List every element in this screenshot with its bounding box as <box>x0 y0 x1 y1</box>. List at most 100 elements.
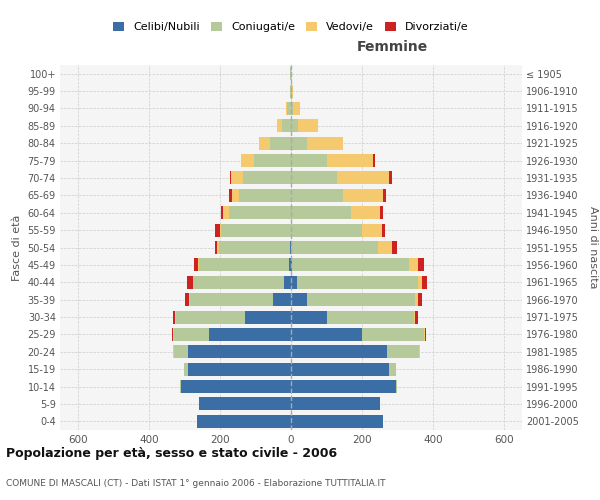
Text: Femmine: Femmine <box>357 40 428 54</box>
Bar <box>291 206 352 220</box>
Bar <box>269 136 291 149</box>
Bar <box>254 154 291 167</box>
Bar <box>199 258 289 272</box>
Bar <box>259 136 269 149</box>
Bar <box>188 362 291 376</box>
Bar <box>291 276 298 289</box>
Bar <box>187 276 193 289</box>
Bar <box>291 102 293 115</box>
Bar <box>409 258 418 272</box>
Bar <box>273 293 291 306</box>
Bar <box>383 189 386 202</box>
Bar <box>199 398 291 410</box>
Bar <box>292 258 409 272</box>
Bar <box>373 154 374 167</box>
Bar <box>197 258 199 272</box>
Bar <box>291 154 326 167</box>
Bar <box>215 224 220 236</box>
Bar <box>221 224 290 236</box>
Bar <box>194 258 197 272</box>
Bar <box>291 224 362 236</box>
Bar <box>343 189 383 202</box>
Bar <box>290 67 291 80</box>
Bar <box>172 328 173 341</box>
Bar <box>307 293 415 306</box>
Bar <box>307 136 343 149</box>
Bar <box>220 224 221 236</box>
Bar <box>291 346 387 358</box>
Bar <box>193 276 284 289</box>
Bar <box>180 380 181 393</box>
Bar <box>174 346 188 358</box>
Bar <box>392 241 397 254</box>
Bar <box>223 206 229 220</box>
Bar <box>277 120 282 132</box>
Bar <box>188 346 291 358</box>
Text: Popolazione per età, sesso e stato civile - 2006: Popolazione per età, sesso e stato civil… <box>6 448 337 460</box>
Bar <box>415 310 418 324</box>
Bar <box>239 189 291 202</box>
Bar <box>221 206 223 220</box>
Bar <box>173 328 174 341</box>
Bar <box>337 172 389 184</box>
Bar <box>243 172 291 184</box>
Bar <box>184 362 188 376</box>
Bar <box>217 241 219 254</box>
Bar <box>189 293 190 306</box>
Bar <box>173 310 175 324</box>
Bar <box>175 310 176 324</box>
Bar <box>418 258 424 272</box>
Bar <box>298 120 317 132</box>
Bar <box>387 346 419 358</box>
Bar <box>326 154 373 167</box>
Text: COMUNE DI MASCALI (CT) - Dati ISTAT 1° gennaio 2006 - Elaborazione TUTTITALIA.IT: COMUNE DI MASCALI (CT) - Dati ISTAT 1° g… <box>6 479 386 488</box>
Bar <box>352 206 380 220</box>
Bar <box>287 102 291 115</box>
Bar <box>382 224 385 236</box>
Bar <box>230 172 243 184</box>
Bar <box>290 84 291 98</box>
Bar <box>229 189 232 202</box>
Bar <box>290 241 291 254</box>
Bar <box>298 276 418 289</box>
Bar <box>291 398 380 410</box>
Bar <box>425 328 427 341</box>
Bar <box>389 172 392 184</box>
Bar <box>181 380 291 393</box>
Bar <box>291 415 383 428</box>
Bar <box>291 380 396 393</box>
Bar <box>245 310 291 324</box>
Bar <box>291 310 326 324</box>
Bar <box>396 380 397 393</box>
Bar <box>219 241 290 254</box>
Bar <box>286 102 287 115</box>
Bar <box>415 293 418 306</box>
Bar <box>176 310 245 324</box>
Y-axis label: Fasce di età: Fasce di età <box>12 214 22 280</box>
Bar <box>362 224 382 236</box>
Bar <box>185 293 189 306</box>
Bar <box>293 102 300 115</box>
Bar <box>292 84 293 98</box>
Bar <box>419 346 421 358</box>
Bar <box>174 328 209 341</box>
Bar <box>326 310 413 324</box>
Bar <box>209 328 291 341</box>
Bar <box>282 120 291 132</box>
Bar <box>418 293 422 306</box>
Bar <box>378 241 392 254</box>
Bar <box>291 84 292 98</box>
Bar <box>424 328 425 341</box>
Bar <box>229 206 291 220</box>
Bar <box>291 120 298 132</box>
Bar <box>362 328 424 341</box>
Legend: Celibi/Nubili, Coniugati/e, Vedovi/e, Divorziati/e: Celibi/Nubili, Coniugati/e, Vedovi/e, Di… <box>109 18 473 37</box>
Bar <box>291 328 362 341</box>
Bar <box>291 362 389 376</box>
Bar <box>291 172 337 184</box>
Bar <box>291 241 378 254</box>
Bar <box>291 136 307 149</box>
Bar <box>418 276 422 289</box>
Bar <box>241 154 254 167</box>
Bar <box>422 276 427 289</box>
